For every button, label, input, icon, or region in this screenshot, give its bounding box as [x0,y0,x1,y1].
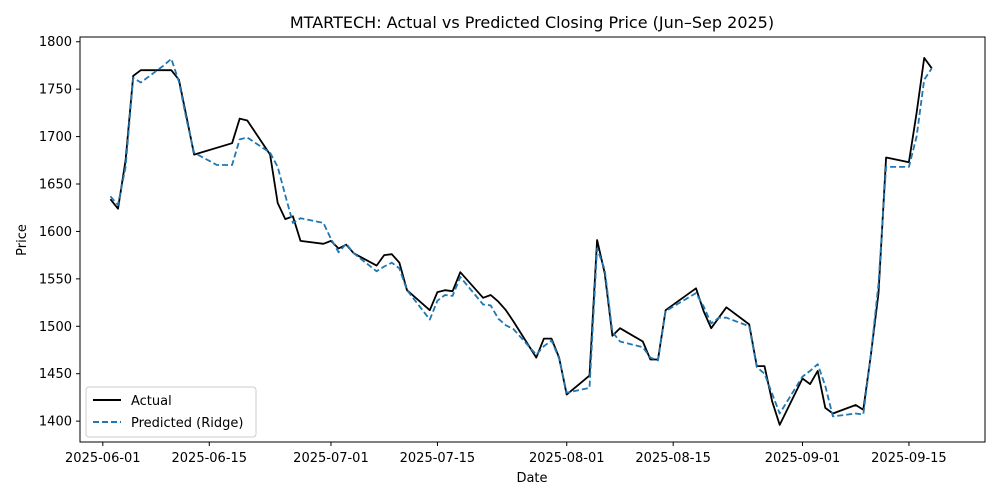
legend-box [85,386,257,438]
legend: Actual Predicted (Ridge) [85,386,257,438]
legend-label-actual: Actual [131,394,172,409]
y-tick-label: 1550 [39,272,72,287]
x-tick-label: 2025-06-15 [172,451,248,466]
y-tick-label: 1600 [39,225,72,240]
x-tick-label: 2025-08-01 [529,451,605,466]
y-tick-label: 1800 [39,35,72,50]
y-axis-label: Price [15,224,30,256]
y-tick-label: 1500 [39,320,72,335]
legend-label-predicted: Predicted (Ridge) [131,416,243,431]
series-line-predicted [109,57,933,418]
plot-frame [79,36,986,443]
x-tick-label: 2025-07-01 [293,451,369,466]
y-axis: 1400 1450 1500 1550 1600 1650 1700 1750 1800 [39,35,80,430]
y-tick-label: 1750 [39,83,72,98]
y-tick-label: 1450 [39,367,72,382]
x-tick-label: 2025-09-01 [765,451,841,466]
x-tick-label: 2025-07-15 [400,451,476,466]
x-tick-label: 2025-09-15 [871,451,947,466]
x-axis-label: Date [516,471,547,486]
x-axis: 2025-06-01 2025-06-15 2025-07-01 2025-07-15… [65,442,947,466]
series-line-actual [109,57,933,426]
y-tick-label: 1650 [39,178,72,193]
x-tick-label: 2025-06-01 [65,451,141,466]
chart-title: MTARTECH: Actual vs Predicted Closing Pr… [290,13,774,32]
y-tick-label: 1400 [39,415,72,430]
x-tick-label: 2025-08-15 [635,451,711,466]
plot-lines [109,57,933,426]
y-tick-label: 1700 [39,130,72,145]
